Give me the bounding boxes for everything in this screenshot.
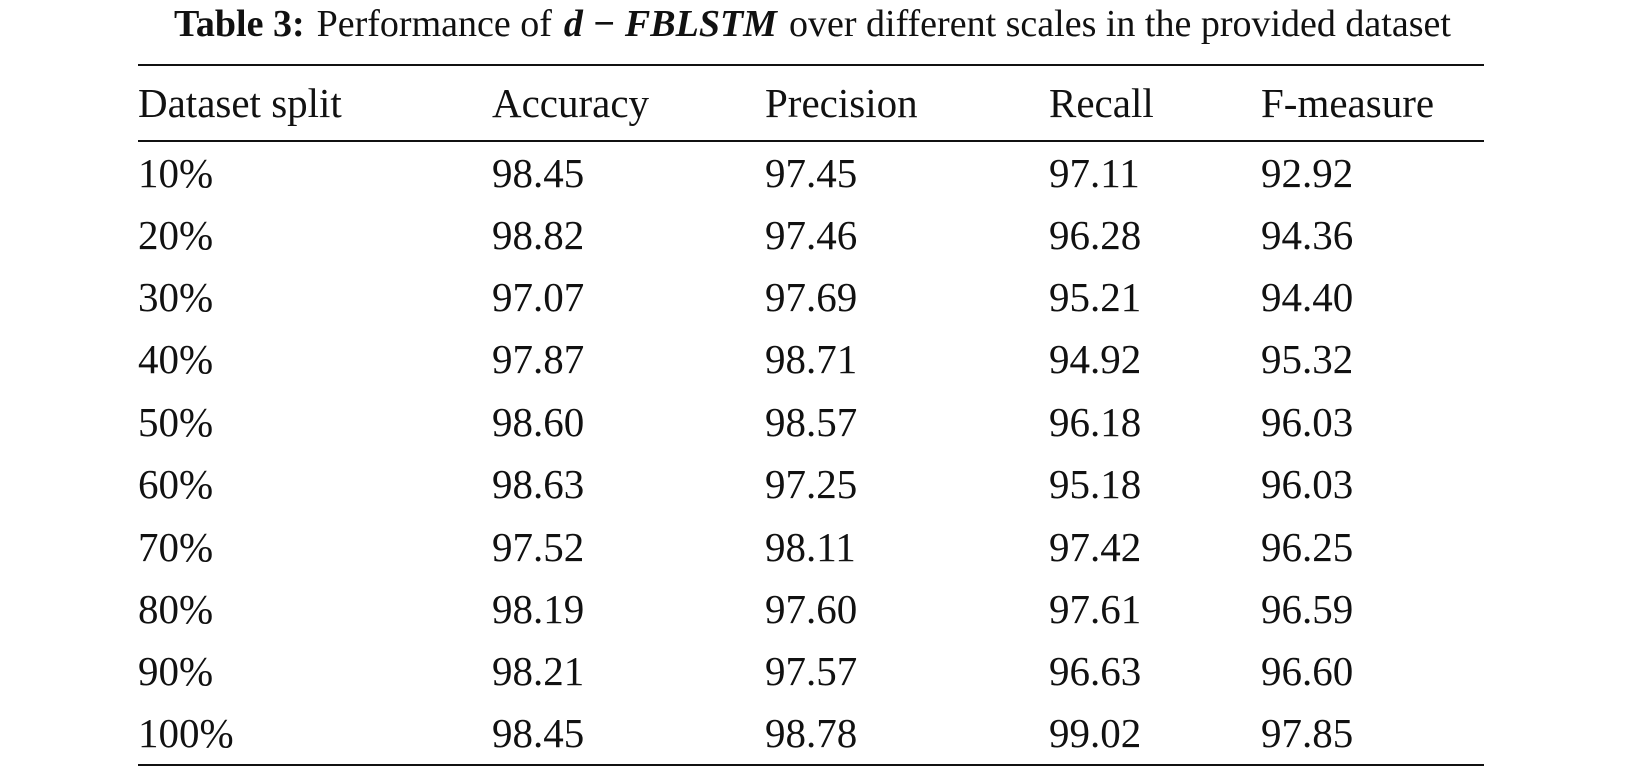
table-row: 80% 98.19 97.60 97.61 96.59: [138, 578, 1484, 640]
table-cell: 90%: [138, 648, 214, 695]
column-header: Precision: [765, 80, 918, 126]
table-cell: 95.18: [1049, 461, 1142, 508]
table-cell: 80%: [138, 585, 214, 632]
table-cell: 70%: [138, 523, 214, 570]
table-row: 40% 97.87 98.71 94.92 95.32: [138, 328, 1484, 390]
table-row: 100% 98.45 98.78 99.02 97.85: [138, 703, 1484, 765]
table-cell: 98.11: [765, 523, 856, 570]
column-header: Recall: [1049, 80, 1154, 126]
table-cell: 98.71: [765, 336, 858, 383]
table-cell: 95.32: [1261, 336, 1354, 383]
table-cell: 98.21: [492, 648, 585, 695]
table-cell: 95.21: [1049, 273, 1142, 320]
table-cell: 96.25: [1261, 523, 1354, 570]
table-cell: 96.03: [1261, 461, 1354, 508]
table-cell: 98.78: [765, 710, 858, 757]
table-cell: 94.36: [1261, 211, 1354, 258]
caption-suffix: over different scales in the provided da…: [788, 3, 1451, 45]
table-row: 70% 97.52 98.11 97.42 96.25: [138, 515, 1484, 577]
table-cell: 10%: [138, 149, 214, 196]
table-cell: 100%: [138, 710, 234, 757]
caption-model: d − FBLSTM: [563, 3, 777, 45]
table-cell: 98.63: [492, 461, 585, 508]
table-cell: 97.11: [1049, 149, 1140, 196]
table: Dataset split Accuracy Precision Recall F-me…: [138, 64, 1484, 766]
table-cell: 50%: [138, 398, 214, 445]
table-cell: 96.28: [1049, 211, 1142, 258]
table-cell: 98.45: [492, 149, 585, 196]
table-cell: 99.02: [1049, 710, 1142, 757]
table-row: 30% 97.07 97.69 95.21 94.40: [138, 266, 1484, 328]
table-cell: 97.69: [765, 273, 858, 320]
table-cell: 98.19: [492, 585, 585, 632]
table-cell: 97.57: [765, 648, 858, 695]
caption-label: Table 3:: [174, 3, 305, 45]
table-cell: 98.82: [492, 211, 585, 258]
table-row: 50% 98.60 98.57 96.18 96.03: [138, 391, 1484, 453]
table-cell: 40%: [138, 336, 214, 383]
table-cell: 97.87: [492, 336, 585, 383]
table-cell: 98.45: [492, 710, 585, 757]
table-cell: 98.57: [765, 398, 858, 445]
header-row: Dataset split Accuracy Precision Recall F-me…: [138, 65, 1484, 141]
caption: Table 3: Performance of d − FBLSTM over dif…: [0, 0, 1625, 48]
table-cell: 97.46: [765, 211, 858, 258]
table-cell: 97.07: [492, 273, 585, 320]
table-cell: 96.63: [1049, 648, 1142, 695]
table-cell: 98.60: [492, 398, 585, 445]
table-row: 90% 98.21 97.57 96.63 96.60: [138, 640, 1484, 702]
caption-text: Performance of: [316, 3, 552, 45]
table-cell: 30%: [138, 273, 214, 320]
table-cell: 97.25: [765, 461, 858, 508]
table-row: 60% 98.63 97.25 95.18 96.03: [138, 453, 1484, 515]
table-cell: 97.61: [1049, 585, 1142, 632]
table-body: 10% 98.45 97.45 97.11 92.92 20% 98.82 97.46 96.2…: [138, 141, 1484, 765]
table-cell: 97.42: [1049, 523, 1142, 570]
table-cell: 97.45: [765, 149, 858, 196]
column-header: Dataset split: [138, 80, 342, 126]
table-cell: 97.52: [492, 523, 585, 570]
table-cell: 96.60: [1261, 648, 1354, 695]
table-cell: 92.92: [1261, 149, 1354, 196]
table-cell: 20%: [138, 211, 214, 258]
table-row: 10% 98.45 97.45 97.11 92.92: [138, 141, 1484, 203]
table-row: 20% 98.82 97.46 96.28 94.36: [138, 203, 1484, 265]
table-cell: 96.18: [1049, 398, 1142, 445]
table-cell: 96.03: [1261, 398, 1354, 445]
table-cell: 94.40: [1261, 273, 1354, 320]
table-cell: 94.92: [1049, 336, 1142, 383]
table-cell: 97.85: [1261, 710, 1354, 757]
table-cell: 60%: [138, 461, 214, 508]
column-header: Accuracy: [492, 80, 650, 126]
column-header: F-measure: [1261, 80, 1435, 126]
table-header: Dataset split Accuracy Precision Recall F-me…: [138, 65, 1484, 141]
table-cell: 97.60: [765, 585, 858, 632]
table-cell: 96.59: [1261, 585, 1354, 632]
